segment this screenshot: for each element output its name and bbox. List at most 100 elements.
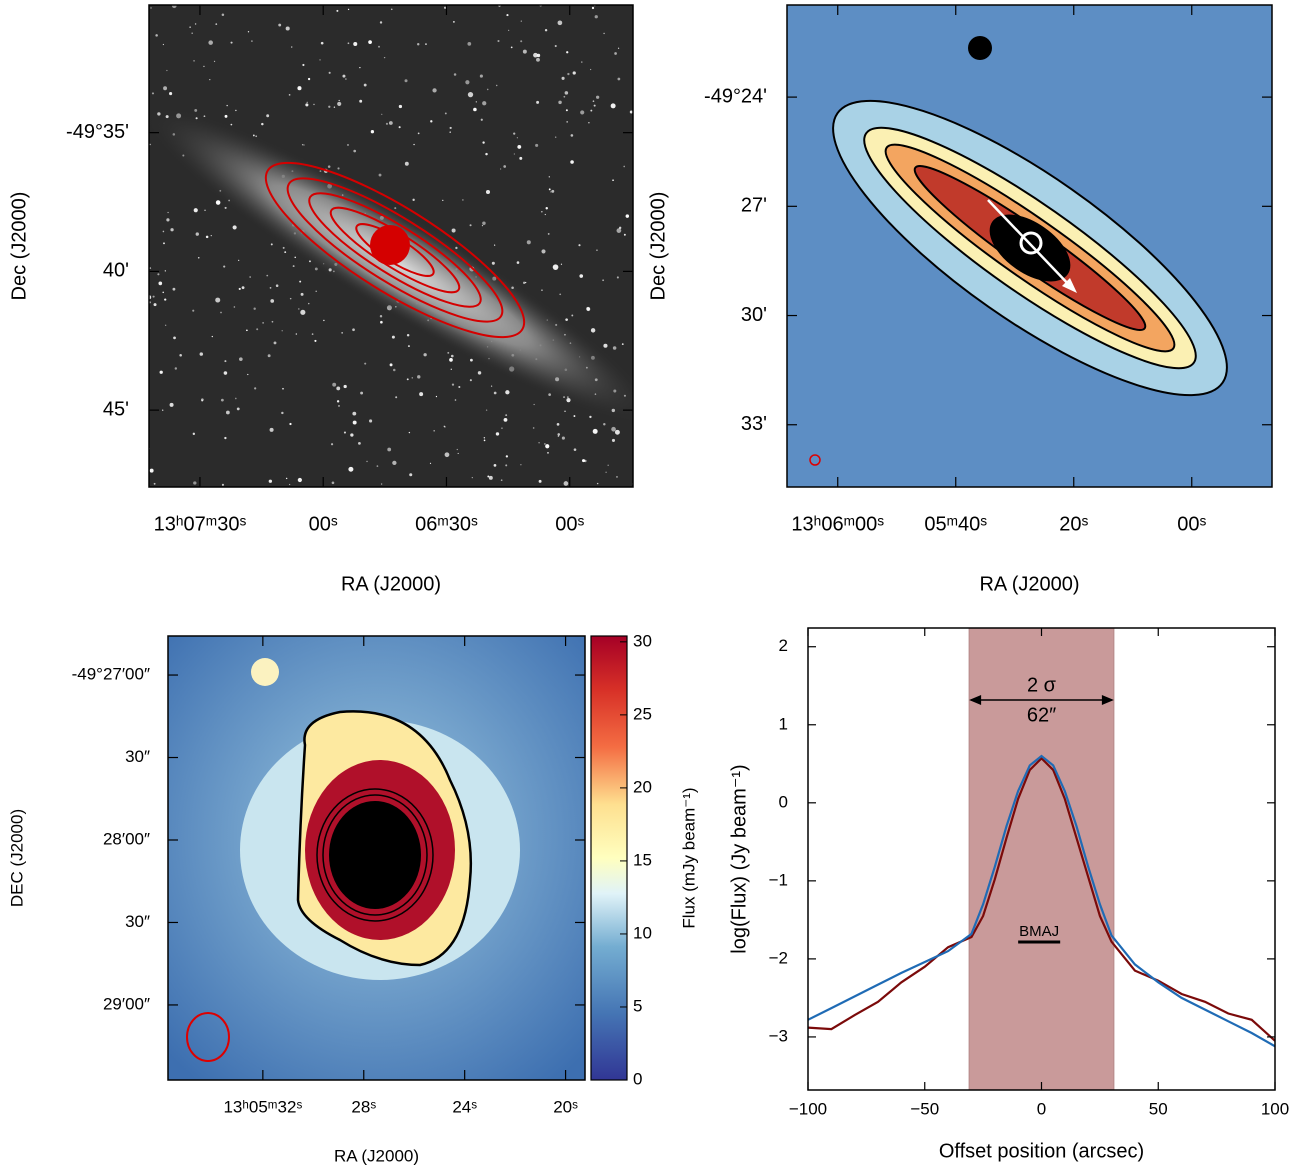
colorbar-tick-label: 0 — [633, 1069, 642, 1088]
star — [193, 208, 198, 213]
star — [195, 232, 199, 236]
star — [480, 118, 483, 121]
star — [413, 143, 415, 146]
star — [482, 141, 485, 144]
star — [469, 379, 472, 382]
star — [162, 409, 164, 411]
star — [548, 176, 550, 178]
star — [442, 199, 444, 202]
star — [611, 426, 616, 432]
star — [352, 420, 357, 425]
star — [564, 410, 566, 413]
x-axis-label: RA (J2000) — [979, 573, 1079, 595]
panel: 13ʰ07ᵐ30ˢ 00ˢ 06ᵐ30ˢ 00ˢ -49°35' 40' 45' RA (J2… — [8, 5, 633, 595]
star — [417, 375, 421, 379]
star — [407, 345, 410, 348]
colorbar-tick-label: 10 — [633, 923, 652, 942]
star — [503, 165, 507, 168]
radio-image — [787, 5, 1272, 487]
star — [423, 353, 427, 357]
star — [328, 105, 331, 108]
star — [475, 101, 477, 103]
frame — [148, 4, 634, 488]
star — [388, 121, 393, 125]
flux-map — [168, 636, 585, 1080]
star — [162, 230, 165, 233]
star — [571, 314, 574, 317]
star — [586, 307, 591, 312]
star — [239, 357, 243, 361]
star — [451, 228, 456, 233]
star — [495, 432, 500, 436]
star — [343, 384, 347, 389]
x-axis-label: Offset position (arcsec) — [939, 1140, 1144, 1162]
contours — [832, 99, 1228, 397]
star — [215, 297, 221, 303]
star — [194, 108, 198, 112]
star — [223, 265, 226, 268]
x-tick-label: 00ˢ — [309, 513, 338, 535]
star — [359, 66, 361, 69]
star — [581, 61, 583, 63]
star — [536, 53, 541, 58]
star — [319, 59, 321, 61]
star — [364, 362, 367, 365]
x-tick-label: 100 — [1261, 1099, 1289, 1118]
star — [162, 291, 164, 294]
star — [353, 42, 358, 47]
star — [300, 309, 306, 315]
star — [152, 295, 155, 298]
star — [499, 168, 502, 170]
star — [563, 95, 566, 98]
star — [563, 481, 569, 486]
star — [395, 396, 398, 399]
star — [519, 156, 523, 160]
star — [247, 31, 250, 33]
star — [579, 274, 584, 278]
star — [369, 419, 373, 423]
star — [379, 21, 383, 24]
star — [313, 103, 315, 106]
star — [289, 483, 291, 486]
star — [516, 261, 520, 264]
frame — [167, 635, 586, 1081]
star — [376, 465, 379, 467]
star — [444, 452, 450, 458]
star — [270, 299, 275, 303]
star — [164, 298, 167, 301]
star — [336, 386, 341, 391]
star — [225, 410, 230, 415]
star — [481, 224, 484, 227]
star — [201, 398, 204, 401]
colorbar-tick-label: 15 — [633, 850, 652, 869]
star — [560, 263, 563, 265]
optical-image — [149, 5, 633, 487]
star — [621, 343, 624, 345]
star — [383, 56, 386, 59]
star — [544, 28, 548, 32]
star — [366, 460, 368, 463]
star — [508, 29, 510, 31]
star — [303, 144, 305, 146]
star — [617, 47, 620, 49]
star — [497, 39, 500, 43]
star — [271, 320, 274, 323]
star — [297, 86, 302, 91]
star — [342, 74, 346, 78]
star — [444, 426, 446, 428]
star — [450, 354, 454, 358]
star — [221, 13, 225, 16]
star — [538, 442, 540, 444]
star — [285, 26, 290, 31]
star — [541, 289, 543, 291]
star — [554, 44, 557, 48]
source — [968, 36, 992, 60]
star — [490, 385, 493, 387]
x-tick-label: 13ʰ06ᵐ00ˢ — [791, 513, 884, 535]
annotation: 2 σ — [1027, 674, 1057, 696]
star — [616, 476, 618, 478]
star — [149, 267, 152, 269]
star — [505, 390, 510, 395]
shaded-span — [968, 627, 1115, 1091]
star — [558, 100, 562, 105]
